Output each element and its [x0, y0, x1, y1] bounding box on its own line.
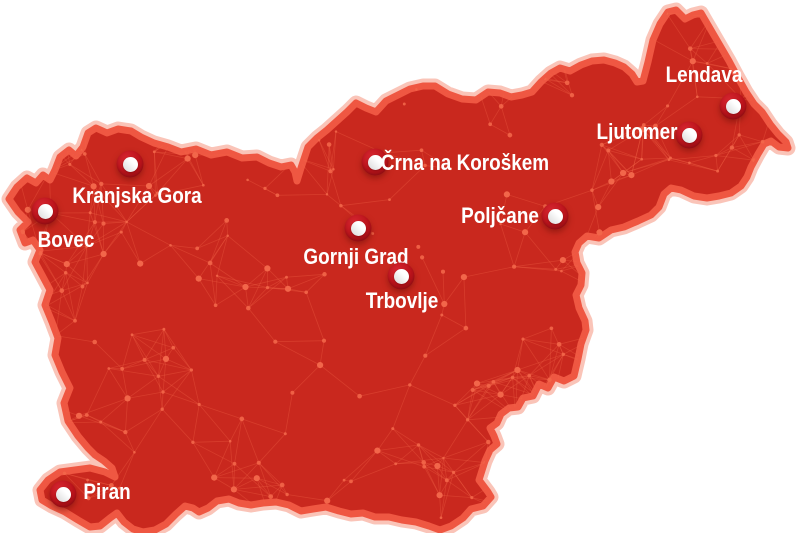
- marker-center-dot: [393, 268, 409, 284]
- marker-center-dot: [681, 127, 697, 143]
- marker-center-dot: [55, 486, 71, 502]
- city-marker-kranjska-gora[interactable]: [116, 150, 144, 178]
- city-marker-ljutomer[interactable]: [675, 121, 703, 149]
- city-marker-gornji-grad[interactable]: [344, 214, 372, 242]
- city-label-gornji-grad: Gornji Grad: [303, 244, 409, 269]
- marker-center-dot: [122, 156, 138, 172]
- city-marker-poljcane[interactable]: [541, 202, 569, 230]
- city-label-crna-na-koroskem: Črna na Koroškem: [380, 150, 550, 175]
- city-label-kranjska-gora: Kranjska Gora: [72, 183, 202, 208]
- marker-center-dot: [547, 208, 563, 224]
- city-marker-piran[interactable]: [49, 480, 77, 508]
- city-marker-lendava[interactable]: [719, 92, 747, 120]
- city-marker-trbovlje[interactable]: [387, 262, 415, 290]
- city-label-poljcane: Poljčane: [461, 203, 539, 228]
- marker-center-dot: [350, 220, 366, 236]
- marker-center-dot: [725, 98, 741, 114]
- city-label-trbovlje: Trbovlje: [365, 288, 439, 313]
- city-label-piran: Piran: [83, 479, 131, 504]
- city-marker-crna-na-koroskem[interactable]: [361, 148, 389, 176]
- marker-center-dot: [37, 203, 53, 219]
- city-label-bovec: Bovec: [37, 227, 95, 252]
- city-label-ljutomer: Ljutomer: [596, 119, 678, 144]
- city-marker-bovec[interactable]: [31, 197, 59, 225]
- city-label-lendava: Lendava: [665, 62, 743, 87]
- marker-center-dot: [367, 154, 383, 170]
